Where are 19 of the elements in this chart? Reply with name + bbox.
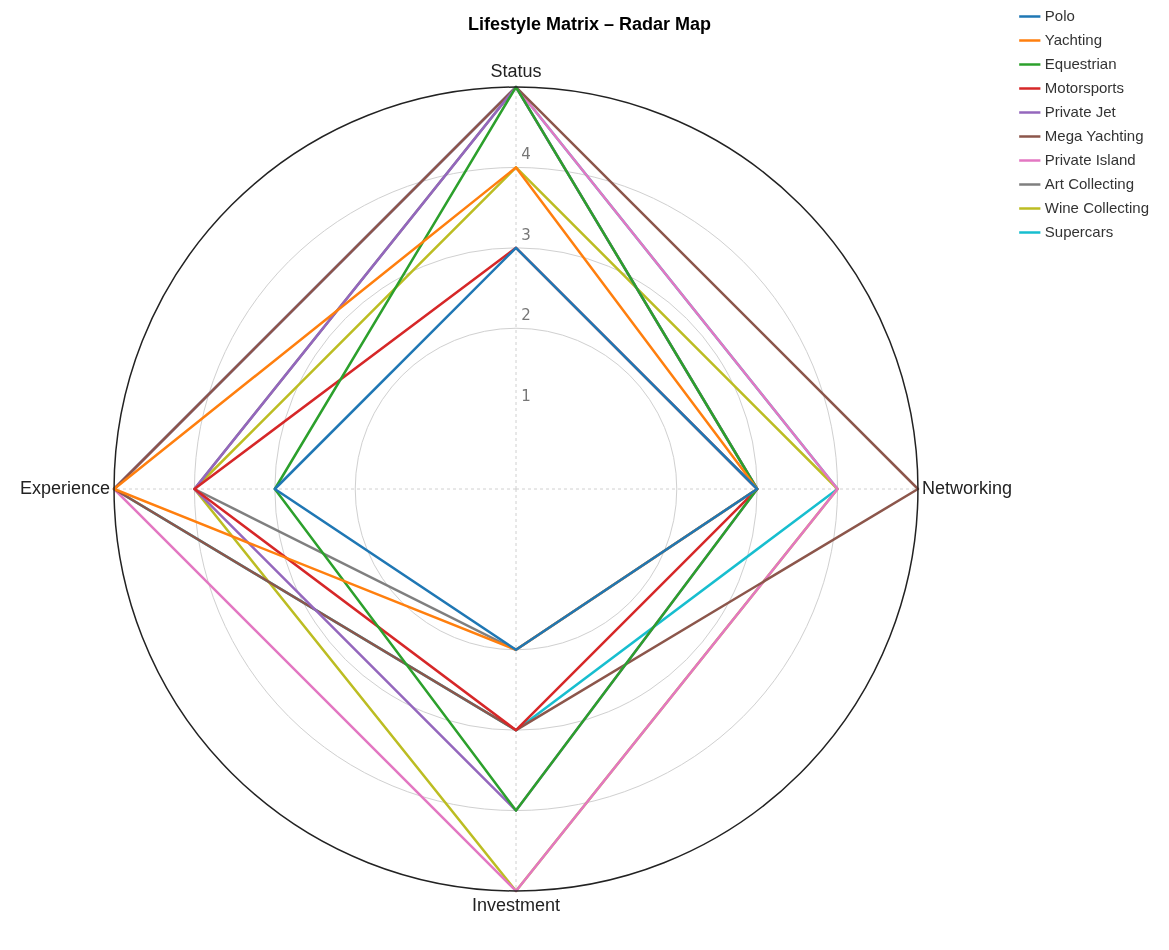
spoke-label: Investment <box>471 894 561 915</box>
legend-label: Wine Collecting <box>1044 198 1150 216</box>
spoke-label: Status <box>490 61 542 82</box>
y-tick-label: 2 <box>521 306 531 325</box>
spoke-label: Experience <box>19 477 111 498</box>
legend-label: Supercars <box>1044 222 1114 240</box>
y-tick-label: 3 <box>521 225 531 244</box>
legend-label: Private Island <box>1044 150 1136 168</box>
legend-label: Art Collecting <box>1044 174 1134 192</box>
legend-label: Mega Yachting <box>1044 126 1144 144</box>
spoke-label: Networking <box>921 477 1012 498</box>
legend-label: Yachting <box>1044 30 1103 48</box>
chart-title: Lifestyle Matrix – Radar Map <box>467 13 712 34</box>
y-tick-label: 4 <box>521 145 531 164</box>
legend-label: Equestrian <box>1044 54 1117 72</box>
legend-label: Motorsports <box>1044 78 1124 96</box>
y-tick-label: 1 <box>521 386 531 405</box>
legend-label: Polo <box>1044 6 1075 24</box>
legend-label: Private Jet <box>1044 102 1117 120</box>
